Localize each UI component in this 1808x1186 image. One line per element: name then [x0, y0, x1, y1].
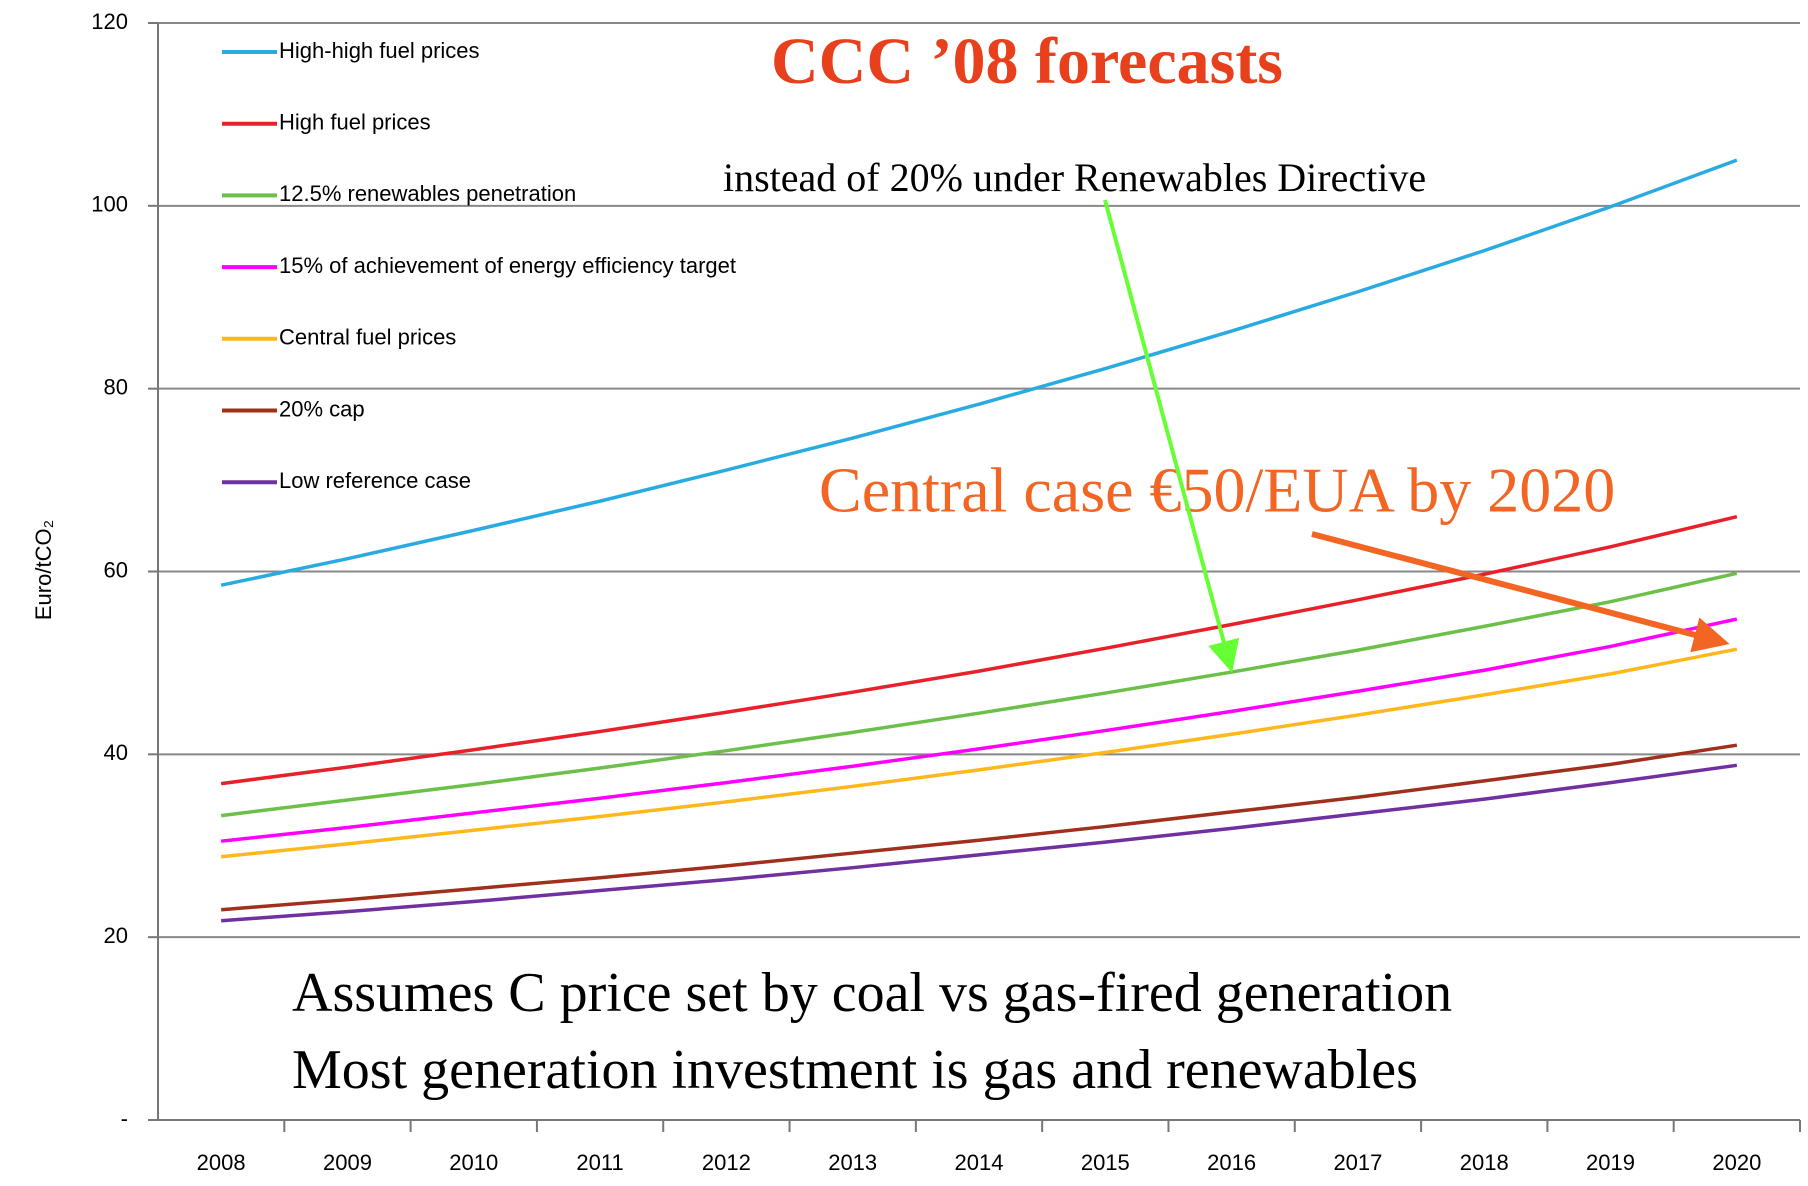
legend-label: 20% cap [279, 396, 365, 421]
y-axis-label: Euro/tCO₂ [31, 520, 56, 620]
chart-title: CCC ’08 forecasts [771, 25, 1283, 98]
x-tick-label: 2010 [449, 1150, 498, 1175]
legend-label: High-high fuel prices [279, 38, 480, 63]
legend-label: Central fuel prices [279, 325, 456, 350]
x-tick-label: 2008 [197, 1150, 246, 1175]
annotation: Most generation investment is gas and re… [292, 1039, 1418, 1101]
y-tick-label: 120 [91, 9, 128, 34]
x-tick-label: 2014 [955, 1150, 1004, 1175]
y-tick-label: 20 [104, 923, 128, 948]
y-tick-label: 60 [104, 557, 128, 582]
x-tick-label: 2015 [1081, 1150, 1130, 1175]
legend-label: 12.5% renewables penetration [279, 181, 576, 206]
y-tick-label: 100 [91, 192, 128, 217]
series-line [220, 617, 1738, 843]
x-tick-label: 2018 [1460, 1150, 1509, 1175]
arrow [1311, 531, 1730, 653]
legend-label: Low reference case [279, 468, 471, 493]
series-line [220, 158, 1738, 587]
y-tick-label: - [121, 1106, 128, 1131]
legend-label: 15% of achievement of energy efficiency … [279, 253, 736, 278]
x-tick-label: 2016 [1207, 1150, 1256, 1175]
series-line [220, 514, 1738, 786]
x-tick-label: 2013 [828, 1150, 877, 1175]
series-line [220, 647, 1738, 859]
annotation: instead of 20% under Renewables Directiv… [723, 155, 1426, 200]
legend-label: High fuel prices [279, 110, 431, 135]
x-tick-label: 2009 [323, 1150, 372, 1175]
x-tick-label: 2019 [1586, 1150, 1635, 1175]
series-line [220, 571, 1738, 818]
y-tick-label: 40 [104, 740, 128, 765]
y-tick-label: 80 [104, 374, 128, 399]
plot-area: - 20 40 60 80 100 120 2008 2009 2010 2011 2012 2013 2… [91, 9, 1801, 1175]
x-tick-label: 2012 [702, 1150, 751, 1175]
annotation: Central case €50/EUA by 2020 [819, 455, 1615, 526]
series-line [221, 763, 1738, 923]
annotation: Assumes C price set by coal vs gas-fired… [292, 962, 1452, 1024]
x-tick-label: 2017 [1333, 1150, 1382, 1175]
arrow [1103, 199, 1240, 673]
x-tick-label: 2011 [576, 1150, 623, 1175]
series-line [221, 743, 1738, 912]
x-tick-label: 2020 [1712, 1150, 1761, 1175]
